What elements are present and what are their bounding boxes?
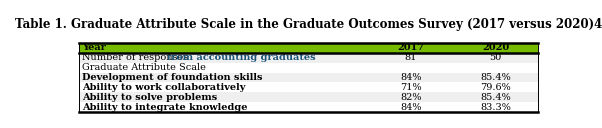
Bar [79, 102, 538, 112]
Text: Development of foundation skills: Development of foundation skills [82, 73, 262, 82]
Text: from accounting graduates: from accounting graduates [167, 53, 315, 62]
Text: Table 1. Graduate Attribute Scale in the Graduate Outcomes Survey (2017 versus 2: Table 1. Graduate Attribute Scale in the… [15, 18, 602, 31]
Bar [79, 53, 538, 63]
Text: Graduate Attribute Scale: Graduate Attribute Scale [82, 63, 206, 72]
Bar [79, 73, 538, 82]
Text: 85.4%: 85.4% [480, 73, 511, 82]
Text: Number of responses: Number of responses [82, 53, 191, 62]
Text: 71%: 71% [400, 83, 421, 92]
Text: 82%: 82% [400, 93, 421, 102]
Text: Ability to solve problems: Ability to solve problems [82, 93, 217, 102]
Bar [79, 63, 538, 73]
Text: 2017: 2017 [397, 43, 424, 52]
Bar [79, 82, 538, 92]
Text: 85.4%: 85.4% [480, 93, 511, 102]
Text: 84%: 84% [400, 103, 421, 111]
Bar [79, 92, 538, 102]
Bar [79, 43, 538, 53]
Text: 84%: 84% [400, 73, 421, 82]
Text: Year: Year [82, 43, 106, 52]
Text: 83.3%: 83.3% [480, 103, 511, 111]
Text: 81: 81 [405, 53, 417, 62]
Text: Ability to work collaboratively: Ability to work collaboratively [82, 83, 246, 92]
Text: Ability to integrate knowledge: Ability to integrate knowledge [82, 103, 248, 111]
Text: 50: 50 [489, 53, 501, 62]
Text: 79.6%: 79.6% [480, 83, 511, 92]
Text: 2020: 2020 [482, 43, 509, 52]
